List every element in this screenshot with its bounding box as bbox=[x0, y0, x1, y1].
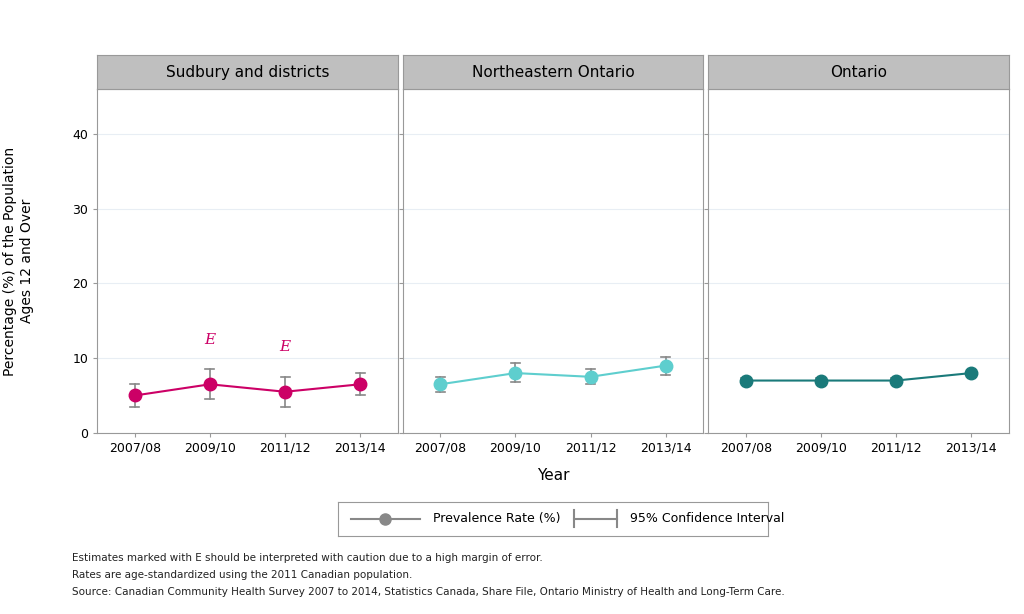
Text: Prevalence Rate (%): Prevalence Rate (%) bbox=[432, 512, 560, 526]
Text: Sudbury and districts: Sudbury and districts bbox=[166, 64, 330, 80]
Text: Northeastern Ontario: Northeastern Ontario bbox=[472, 64, 634, 80]
Text: Source: Canadian Community Health Survey 2007 to 2014, Statistics Canada, Share : Source: Canadian Community Health Survey… bbox=[72, 587, 784, 597]
Text: Rates are age-standardized using the 2011 Canadian population.: Rates are age-standardized using the 201… bbox=[72, 570, 412, 580]
Text: Estimates marked with E should be interpreted with caution due to a high margin : Estimates marked with E should be interp… bbox=[72, 553, 543, 562]
Text: E: E bbox=[205, 333, 215, 347]
Text: Percentage (%) of the Population
Ages 12 and Over: Percentage (%) of the Population Ages 12… bbox=[3, 146, 34, 376]
Text: E: E bbox=[280, 340, 291, 354]
Text: 95% Confidence Interval: 95% Confidence Interval bbox=[631, 512, 784, 526]
Text: Year: Year bbox=[537, 468, 569, 483]
Text: Ontario: Ontario bbox=[830, 64, 887, 80]
